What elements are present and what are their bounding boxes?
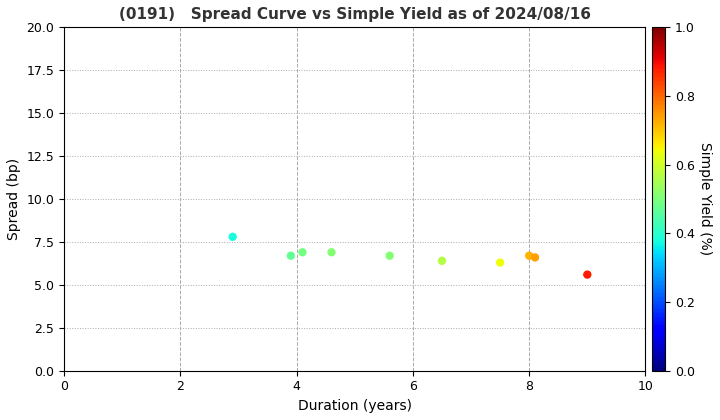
Point	[325, 249, 337, 256]
Title: (0191)   Spread Curve vs Simple Yield as of 2024/08/16: (0191) Spread Curve vs Simple Yield as o…	[119, 7, 591, 22]
Y-axis label: Simple Yield (%): Simple Yield (%)	[698, 142, 711, 256]
Point	[285, 252, 297, 259]
Y-axis label: Spread (bp): Spread (bp)	[7, 158, 21, 240]
Point	[523, 252, 535, 259]
Point	[529, 254, 541, 261]
Point	[227, 234, 238, 240]
Point	[384, 252, 395, 259]
Point	[297, 249, 308, 256]
Point	[582, 271, 593, 278]
Point	[436, 257, 448, 264]
Point	[495, 259, 506, 266]
X-axis label: Duration (years): Duration (years)	[298, 399, 412, 413]
